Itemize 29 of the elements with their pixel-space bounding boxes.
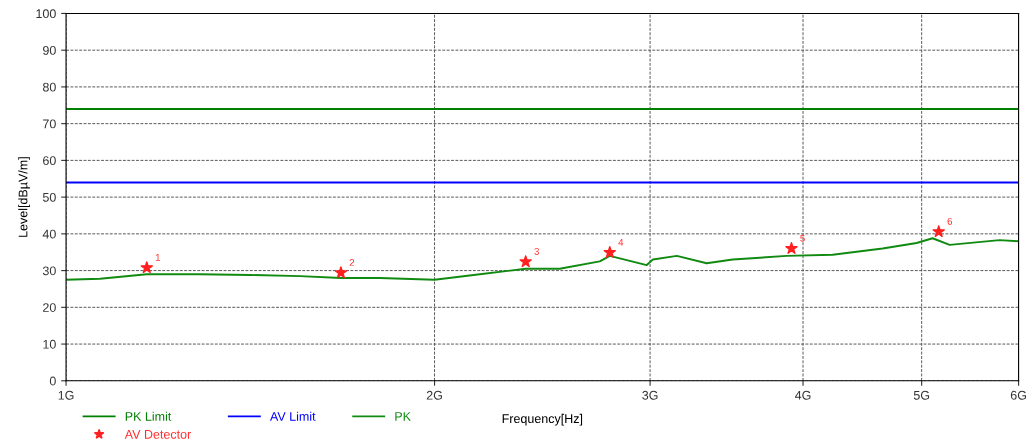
y-tick-label: 80	[42, 82, 56, 92]
y-tick-label: 100	[36, 9, 56, 19]
annotation: 1	[155, 254, 161, 261]
y-tick-label: 70	[43, 119, 56, 129]
annotation: 6	[947, 217, 953, 225]
legend-label: PK	[395, 412, 411, 421]
legend-label: AV Detector	[124, 430, 191, 439]
x-tick-label: 6G	[1010, 390, 1026, 400]
legend-label: AV Limit	[269, 411, 316, 421]
x-tick-label: 1G	[58, 390, 74, 400]
y-tick-label: 30	[42, 266, 56, 276]
y-tick-label: 40	[42, 229, 56, 239]
annotation: 3	[534, 248, 539, 255]
y-tick-label: 0	[49, 376, 56, 386]
annotation: 4	[618, 238, 624, 246]
legend-label: PK Limit	[125, 411, 172, 421]
annotation: 5	[800, 234, 805, 242]
x-tick-label: 2G	[426, 390, 442, 400]
annotation: 2	[349, 259, 355, 266]
x-tick-label: 4G	[794, 390, 811, 400]
x-tick-label: 5G	[913, 390, 930, 400]
x-tick-label: 3G	[642, 390, 658, 400]
x-axis-title: Frequency[Hz]	[502, 413, 583, 426]
y-tick-label: 90	[43, 45, 56, 55]
y-tick-label: 60	[43, 156, 56, 166]
y-tick-label: 50	[42, 192, 56, 202]
y-axis-title: Level[dBµV/m]	[18, 157, 30, 237]
y-tick-label: 10	[43, 339, 56, 349]
y-tick-label: 20	[43, 303, 56, 312]
